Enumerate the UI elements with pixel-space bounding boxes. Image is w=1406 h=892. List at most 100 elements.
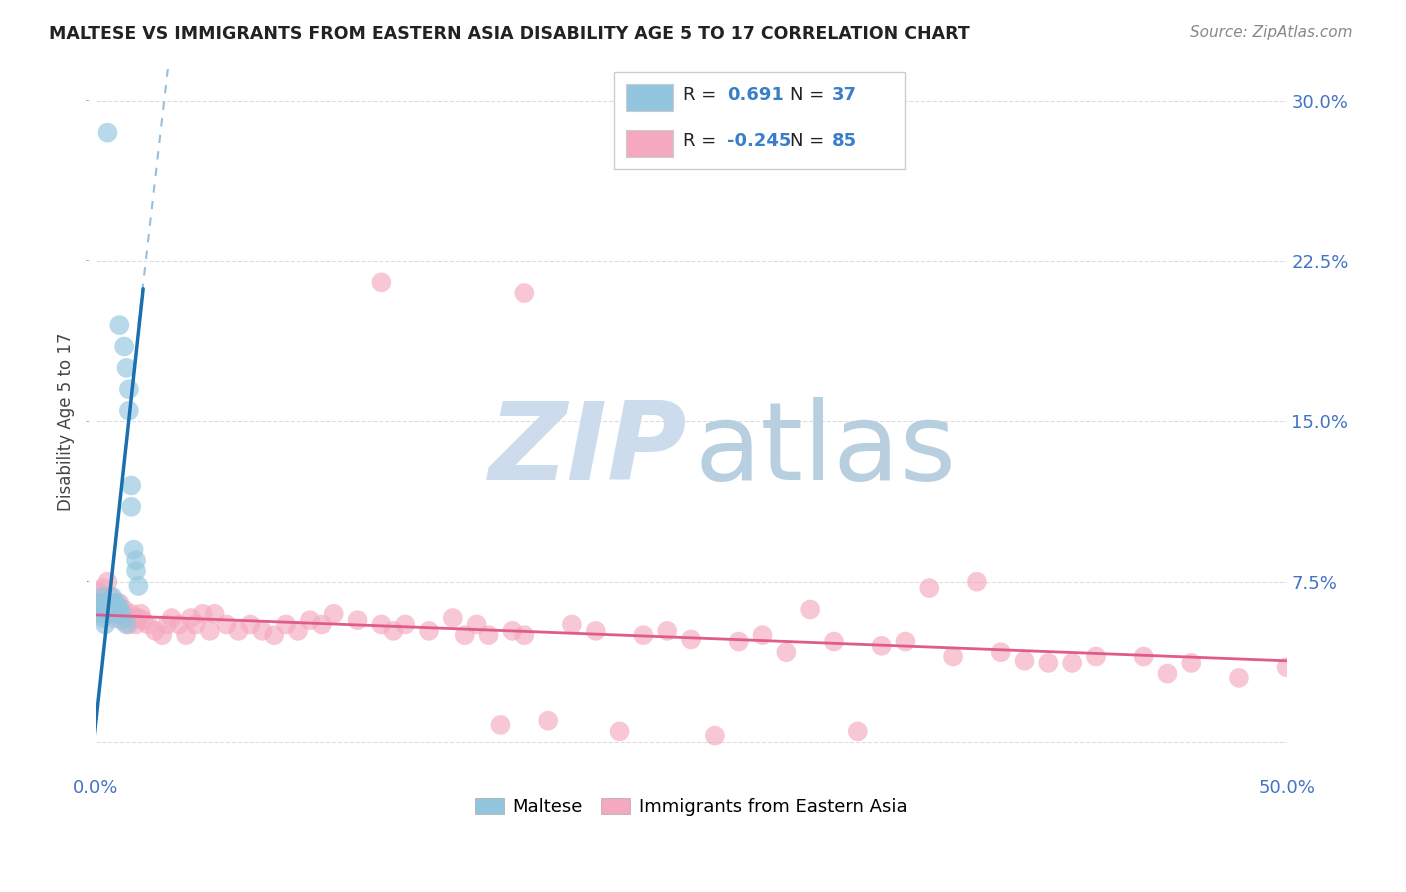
Point — [91, 611, 114, 625]
Point — [1227, 671, 1250, 685]
Point — [204, 607, 226, 621]
Point — [585, 624, 607, 638]
Text: -0.245: -0.245 — [727, 132, 792, 150]
Point — [966, 574, 988, 589]
Point — [96, 600, 118, 615]
Point — [990, 645, 1012, 659]
Point — [89, 596, 111, 610]
FancyBboxPatch shape — [626, 84, 673, 111]
Point — [191, 607, 214, 621]
Text: MALTESE VS IMMIGRANTS FROM EASTERN ASIA DISABILITY AGE 5 TO 17 CORRELATION CHART: MALTESE VS IMMIGRANTS FROM EASTERN ASIA … — [49, 25, 970, 43]
Point — [94, 607, 117, 621]
Point — [156, 617, 179, 632]
Point — [105, 607, 128, 621]
Point — [91, 596, 114, 610]
Text: atlas: atlas — [695, 397, 956, 502]
Point — [103, 611, 125, 625]
Point — [98, 600, 121, 615]
Point — [127, 611, 149, 625]
Point — [1156, 666, 1178, 681]
FancyBboxPatch shape — [613, 72, 905, 169]
Text: Source: ZipAtlas.com: Source: ZipAtlas.com — [1189, 25, 1353, 40]
Text: N =: N = — [790, 87, 830, 104]
Point — [322, 607, 344, 621]
Point — [681, 632, 703, 647]
Point — [101, 600, 124, 615]
Point — [167, 617, 190, 632]
Point — [105, 596, 128, 610]
Point — [98, 607, 121, 621]
Point — [94, 596, 117, 610]
Point — [942, 649, 965, 664]
Text: 85: 85 — [831, 132, 856, 150]
Point — [160, 611, 183, 625]
Point — [1085, 649, 1108, 664]
Point — [87, 585, 110, 599]
Point — [108, 596, 131, 610]
Point — [537, 714, 560, 728]
Point — [108, 318, 131, 332]
Point — [118, 382, 141, 396]
Point — [513, 628, 536, 642]
Point — [111, 613, 134, 627]
Point — [89, 600, 111, 615]
Point — [751, 628, 773, 642]
Point — [489, 718, 512, 732]
Point — [184, 617, 207, 632]
Point — [561, 617, 583, 632]
Point — [846, 724, 869, 739]
Point — [125, 617, 148, 632]
Point — [118, 617, 141, 632]
Point — [775, 645, 797, 659]
Point — [115, 360, 138, 375]
Point — [108, 600, 131, 615]
Point — [120, 500, 142, 514]
Point — [274, 617, 297, 632]
Point — [239, 617, 262, 632]
Point — [143, 624, 166, 638]
Point — [108, 607, 131, 621]
Point — [823, 634, 845, 648]
Legend: Maltese, Immigrants from Eastern Asia: Maltese, Immigrants from Eastern Asia — [465, 789, 917, 825]
Point — [125, 564, 148, 578]
Point — [346, 613, 368, 627]
Y-axis label: Disability Age 5 to 17: Disability Age 5 to 17 — [58, 332, 75, 510]
Point — [96, 126, 118, 140]
Point — [94, 602, 117, 616]
Point — [228, 624, 250, 638]
Point — [454, 628, 477, 642]
Point — [129, 607, 152, 621]
Text: R =: R = — [683, 87, 721, 104]
Point — [657, 624, 679, 638]
Point — [382, 624, 405, 638]
Point — [633, 628, 655, 642]
Point — [370, 276, 392, 290]
Point — [394, 617, 416, 632]
Point — [150, 628, 173, 642]
Point — [91, 581, 114, 595]
Point — [101, 600, 124, 615]
Point — [477, 628, 499, 642]
FancyBboxPatch shape — [626, 130, 673, 157]
Point — [111, 607, 134, 621]
Point — [311, 617, 333, 632]
Point — [132, 613, 155, 627]
Point — [105, 602, 128, 616]
Text: N =: N = — [790, 132, 830, 150]
Point — [727, 634, 749, 648]
Point — [120, 607, 142, 621]
Point — [298, 613, 321, 627]
Text: R =: R = — [683, 132, 721, 150]
Point — [118, 403, 141, 417]
Point — [91, 590, 114, 604]
Text: ZIP: ZIP — [489, 397, 688, 502]
Point — [513, 286, 536, 301]
Point — [198, 624, 221, 638]
Point — [122, 542, 145, 557]
Point — [96, 574, 118, 589]
Point — [441, 611, 464, 625]
Point — [1132, 649, 1154, 664]
Point — [87, 596, 110, 610]
Point — [111, 607, 134, 621]
Point — [703, 729, 725, 743]
